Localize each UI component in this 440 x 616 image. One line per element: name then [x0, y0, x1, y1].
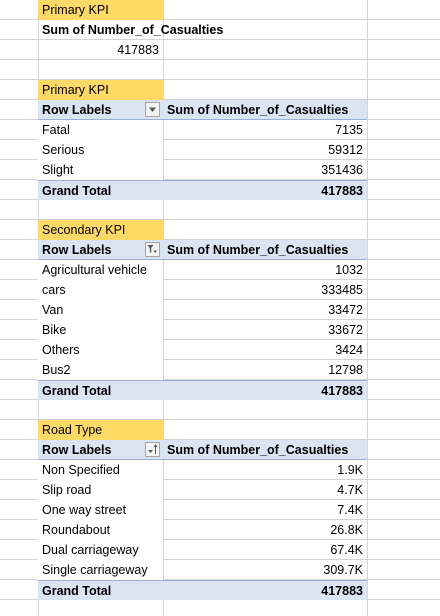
primary-kpi-title[interactable]: Primary KPI [38, 0, 163, 20]
sort-ascending-icon[interactable] [145, 442, 160, 457]
grand-total-label[interactable]: Grand Total [38, 380, 163, 400]
pivot-row-label[interactable]: Agricultural vehicle [38, 260, 163, 280]
column-divider [367, 0, 368, 616]
pivot-row-label[interactable]: Roundabout [38, 520, 163, 540]
pivot-row-label[interactable]: Bus2 [38, 360, 163, 380]
grand-total-value[interactable]: 417883 [163, 180, 367, 200]
pivot-row-label[interactable]: Others [38, 340, 163, 360]
filter-applied-icon[interactable] [145, 242, 160, 257]
road-type-pivot-title[interactable]: Road Type [38, 420, 163, 440]
severity-pivot-title[interactable]: Primary KPI [38, 80, 163, 100]
value-header[interactable]: Sum of Number_of_Casualties [163, 440, 367, 460]
pivot-row-value[interactable]: 59312 [328, 143, 363, 157]
pivot-row-value[interactable]: 3424 [335, 343, 363, 357]
pivot-row-label[interactable]: Serious [38, 140, 163, 160]
pivot-row-value[interactable]: 33472 [328, 303, 363, 317]
pivot-row-value[interactable]: 309.7K [323, 563, 363, 577]
vehicle-pivot-title[interactable]: Secondary KPI [38, 220, 163, 240]
grand-total-label[interactable]: Grand Total [38, 580, 163, 600]
pivot-row-value[interactable]: 351436 [321, 163, 363, 177]
grand-total-value[interactable]: 417883 [163, 380, 367, 400]
pivot-row-value[interactable]: 333485 [321, 283, 363, 297]
dropdown-arrow-icon[interactable] [145, 102, 160, 117]
grand-total-value[interactable]: 417883 [163, 580, 367, 600]
pivot-row-value[interactable]: 7.4K [337, 503, 363, 517]
pivot-row-label[interactable]: Dual carriageway [38, 540, 163, 560]
grand-total-label[interactable]: Grand Total [38, 180, 163, 200]
pivot-row-label[interactable]: Single carriageway [38, 560, 163, 580]
pivot-row-label[interactable]: Non Specified [38, 460, 163, 480]
kpi-value[interactable]: 417883 [117, 43, 159, 57]
pivot-row-value[interactable]: 33672 [328, 323, 363, 337]
pivot-row-value[interactable]: 7135 [335, 123, 363, 137]
pivot-row-value[interactable]: 12798 [328, 363, 363, 377]
pivot-row-value[interactable]: 26.8K [330, 523, 363, 537]
pivot-row-label[interactable]: Slip road [38, 480, 163, 500]
pivot-row-value[interactable]: 4.7K [337, 483, 363, 497]
pivot-row-label[interactable]: Bike [38, 320, 163, 340]
pivot-row-label[interactable]: Fatal [38, 120, 163, 140]
value-header[interactable]: Sum of Number_of_Casualties [163, 100, 367, 120]
pivot-row-value[interactable]: 1.9K [337, 463, 363, 477]
pivot-row-label[interactable]: cars [38, 280, 163, 300]
pivot-row-label[interactable]: One way street [38, 500, 163, 520]
pivot-row-value[interactable]: 1032 [335, 263, 363, 277]
row-labels-header[interactable]: Row Labels [38, 440, 163, 460]
pivot-row-label[interactable]: Slight [38, 160, 163, 180]
pivot-row-label[interactable]: Van [38, 300, 163, 320]
kpi-header[interactable]: Sum of Number_of_Casualties [42, 23, 224, 37]
row-labels-header[interactable]: Row Labels [38, 240, 163, 260]
pivot-row-value[interactable]: 67.4K [330, 543, 363, 557]
row-labels-header[interactable]: Row Labels [38, 100, 163, 120]
value-header[interactable]: Sum of Number_of_Casualties [163, 240, 367, 260]
